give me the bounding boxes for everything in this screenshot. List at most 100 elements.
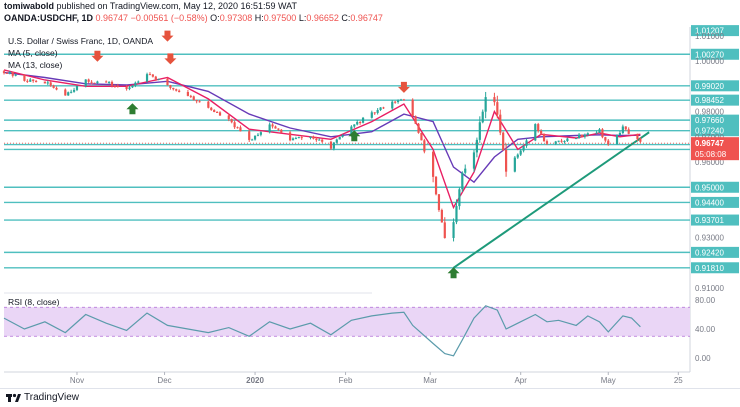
candle-body[interactable]: [218, 112, 222, 116]
candle-body[interactable]: [300, 137, 303, 139]
candle-body[interactable]: [321, 139, 324, 142]
candle-body[interactable]: [233, 122, 236, 128]
candle-body[interactable]: [23, 74, 26, 81]
candle-body[interactable]: [519, 150, 522, 155]
candle-body[interactable]: [379, 107, 382, 111]
candle-body[interactable]: [452, 222, 455, 238]
candle-body[interactable]: [481, 111, 484, 123]
candle-body[interactable]: [280, 129, 283, 133]
ascending-trendline[interactable]: [452, 131, 650, 269]
candle-body[interactable]: [315, 138, 318, 141]
candle-body[interactable]: [107, 81, 111, 83]
candle-body[interactable]: [417, 123, 420, 133]
candle-body[interactable]: [215, 111, 219, 113]
candle-body[interactable]: [49, 82, 52, 86]
candle-body[interactable]: [271, 124, 274, 127]
candle-body[interactable]: [256, 134, 260, 136]
candle-body[interactable]: [464, 168, 467, 173]
candle-body[interactable]: [504, 150, 508, 172]
candle-body[interactable]: [151, 74, 154, 77]
candle-body[interactable]: [309, 136, 312, 139]
candle-body[interactable]: [251, 139, 254, 141]
candle-body[interactable]: [157, 78, 160, 80]
down-arrow-marker[interactable]: [91, 50, 104, 62]
candle-body[interactable]: [259, 132, 262, 135]
candle-body[interactable]: [493, 97, 496, 103]
candle-body[interactable]: [113, 85, 117, 87]
candle-body[interactable]: [248, 131, 251, 140]
ma-fast-legend[interactable]: MA (5, close): [8, 48, 58, 58]
candle-body[interactable]: [499, 114, 502, 133]
candle-body[interactable]: [75, 85, 79, 90]
candle-body[interactable]: [8, 72, 11, 74]
candle-body[interactable]: [189, 95, 192, 97]
candle-body[interactable]: [376, 110, 379, 113]
candle-body[interactable]: [145, 74, 149, 82]
candle-body[interactable]: [5, 72, 9, 74]
candle-body[interactable]: [604, 137, 607, 141]
candle-body[interactable]: [43, 81, 46, 84]
ma-slow-legend[interactable]: MA (13, close): [8, 60, 62, 70]
candle-body[interactable]: [472, 152, 476, 169]
candle-body[interactable]: [154, 76, 157, 80]
candle-body[interactable]: [636, 133, 639, 139]
candle-body[interactable]: [341, 135, 344, 137]
candle-body[interactable]: [288, 132, 292, 141]
candle-body[interactable]: [580, 134, 584, 137]
candle-body[interactable]: [110, 81, 114, 86]
candle-body[interactable]: [423, 140, 426, 152]
candle-body[interactable]: [207, 101, 210, 108]
candle-body[interactable]: [87, 79, 90, 82]
candle-body[interactable]: [210, 107, 213, 110]
candle-body[interactable]: [195, 100, 198, 102]
candle-body[interactable]: [458, 189, 461, 207]
candle-body[interactable]: [169, 85, 172, 88]
candle-body[interactable]: [35, 80, 38, 82]
candle-body[interactable]: [607, 140, 610, 145]
candle-body[interactable]: [105, 81, 108, 83]
candle-body[interactable]: [373, 112, 376, 114]
candle-body[interactable]: [29, 79, 32, 82]
candle-body[interactable]: [125, 86, 128, 90]
candle-body[interactable]: [402, 99, 406, 101]
candle-body[interactable]: [478, 122, 481, 140]
candle-body[interactable]: [338, 136, 341, 140]
candle-body[interactable]: [420, 132, 423, 141]
candle-body[interactable]: [335, 139, 338, 143]
candle-body[interactable]: [627, 129, 630, 134]
candle-body[interactable]: [213, 109, 216, 112]
candle-body[interactable]: [116, 85, 119, 87]
candle-body[interactable]: [93, 82, 96, 84]
candle-body[interactable]: [332, 142, 335, 149]
candle-body[interactable]: [382, 107, 385, 109]
up-arrow-marker[interactable]: [126, 103, 139, 115]
candle-body[interactable]: [70, 91, 73, 93]
last-price-tag[interactable]: [691, 137, 739, 161]
candle-body[interactable]: [557, 140, 560, 142]
candle-body[interactable]: [356, 122, 359, 125]
candle-body[interactable]: [361, 117, 365, 123]
candle-body[interactable]: [2, 71, 6, 73]
candle-body[interactable]: [128, 87, 131, 90]
candle-body[interactable]: [26, 80, 29, 82]
candle-body[interactable]: [198, 101, 201, 103]
candle-body[interactable]: [563, 140, 566, 142]
candle-body[interactable]: [297, 137, 300, 139]
candle-body[interactable]: [148, 74, 152, 76]
candle-body[interactable]: [186, 92, 190, 96]
candle-body[interactable]: [522, 145, 525, 151]
up-arrow-marker[interactable]: [348, 130, 361, 142]
candle-body[interactable]: [55, 87, 58, 90]
candle-body[interactable]: [432, 151, 435, 177]
candle-body[interactable]: [291, 138, 295, 141]
candle-body[interactable]: [391, 101, 394, 109]
candle-body[interactable]: [455, 206, 458, 223]
candle-body[interactable]: [502, 132, 505, 151]
candle-body[interactable]: [595, 132, 598, 134]
candle-body[interactable]: [137, 81, 140, 83]
candle-body[interactable]: [537, 124, 540, 131]
candle-body[interactable]: [14, 74, 17, 76]
candle-body[interactable]: [575, 138, 578, 140]
candle-body[interactable]: [84, 79, 87, 86]
